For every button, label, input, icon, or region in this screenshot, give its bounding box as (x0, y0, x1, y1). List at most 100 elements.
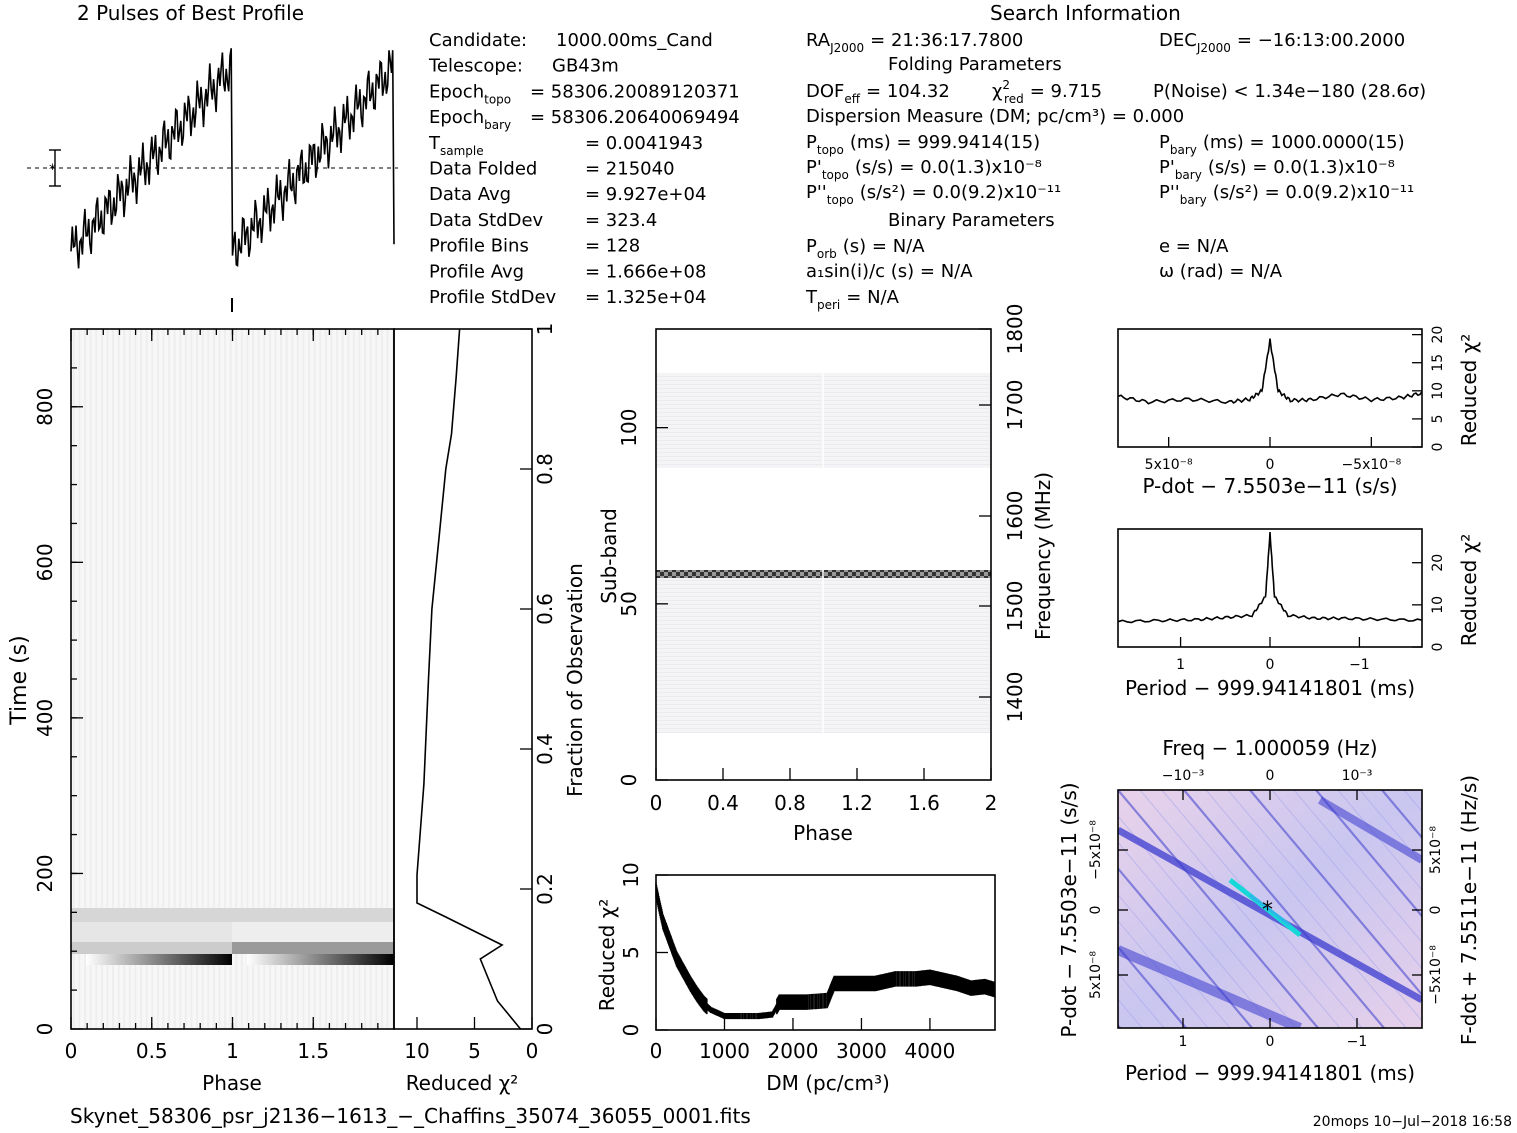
tp-xtick-label: 0 (65, 1039, 78, 1063)
sp-y2tick-label: 1400 (1003, 672, 1027, 723)
map-xlabel: Period − 999.94141801 (ms) (1125, 1061, 1415, 1085)
tp-ytick-label: 800 (33, 388, 57, 426)
map-streak (1249, 790, 1422, 997)
map-streak (1183, 790, 1385, 1028)
subband-phase-plot: 0 0.4 0.8 1.2 1.6 2 0 50 100 1400 1500 1600 1700 1800… (597, 304, 1055, 845)
map-xtick-label: 1 (1179, 1034, 1188, 1050)
sp-ytick-label: 100 (617, 409, 641, 447)
small-ytick-label: 0 (1430, 443, 1446, 452)
small-ytick-label: 10 (1430, 596, 1446, 614)
pnoise-text: P(Noise) < 1.34e−180 (28.6σ) (1153, 81, 1426, 102)
profile-plot: * (27, 48, 398, 312)
best-fit-marker: * (1262, 898, 1273, 923)
sp-xtick-label: 1.2 (841, 791, 873, 815)
map-streak (1118, 945, 1187, 1028)
chi2-period-curve (1117, 531, 1423, 624)
small-xtick-label: −1 (1349, 657, 1370, 673)
info-row-8: Profile Bins = 128 (429, 236, 640, 257)
small-xtick-label: 1 (1176, 657, 1185, 673)
info-row-2: Epochtopo = 58306.20089120371 (429, 81, 740, 106)
small-xtick-label: 0 (1266, 657, 1275, 673)
info-row-9: Profile Avg = 1.666e+08 (429, 261, 706, 282)
map-ytick-label: 5x10⁻⁸ (1088, 951, 1104, 999)
cf-ytick-label: 1 (533, 323, 557, 336)
dm-ytick-label: 10 (619, 862, 643, 887)
chi2-dm-plot: 0 1000 2000 3000 4000 0 5 10 DM (pc/cm³) Reduce… (595, 862, 996, 1095)
map-xtick-label: −1 (1347, 1034, 1368, 1050)
tp-ytick-label: 200 (33, 854, 57, 892)
info-row-1: Telescope: GB43m (428, 56, 619, 77)
small-xtick-label: −5x10⁻⁸ (1341, 457, 1401, 473)
svg-text:*: * (49, 162, 56, 178)
pdot-xlabel: P-dot − 7.5503e−11 (s/s) (1142, 474, 1397, 498)
cf-xtick-label: 0 (526, 1039, 539, 1063)
map-streak (854, 790, 1054, 1028)
svg-text:DOFeff= 104.32: DOFeff = 104.32 (806, 81, 950, 106)
chi2-dm-curve (655, 882, 995, 1020)
dm-xtick-label: 2000 (768, 1039, 819, 1063)
dm-ylabel: Reduced χ² (595, 899, 619, 1012)
small-ytick-label: 15 (1430, 354, 1446, 372)
subband-ylabel: Sub-band (597, 508, 621, 604)
chi2-pdot-plot: 5x10⁻⁸ 0 −5x10⁻⁸ 0 5 10 15 20 P-dot − 7.5503e−1… (1117, 326, 1481, 498)
footer-stamp: 20mops 10−Jul−2018 16:58 (1313, 1114, 1512, 1130)
map-y2tick-label: 5x10⁻⁸ (1428, 826, 1444, 874)
map-streak (1381, 790, 1422, 840)
sp-y2tick-label: 1500 (1003, 581, 1027, 632)
info-row-3: Epochbary = 58306.20640069494 (429, 107, 740, 132)
dm-xlabel: DM (pc/cm³) (766, 1071, 890, 1095)
tp-xtick-label: 1.5 (297, 1039, 329, 1063)
cf-ytick-label: 0.4 (533, 733, 557, 765)
sp-y2tick-label: 1600 (1003, 491, 1027, 542)
svg-text:P''topo(s/s²) = 0.0(9.2)x10⁻¹¹: P''topo (s/s²) = 0.0(9.2)x10⁻¹¹ (806, 182, 1061, 207)
map-ridge (1118, 826, 1422, 1004)
svg-text:P''bary(s/s²) = 0.0(9.2)x10⁻¹¹: P''bary (s/s²) = 0.0(9.2)x10⁻¹¹ (1159, 182, 1414, 207)
map-y2tick-label: −5x10⁻⁸ (1428, 945, 1444, 1005)
map-y2tick-label: 0 (1428, 906, 1444, 915)
sp-ytick-label: 0 (617, 774, 641, 787)
info-row-7: Data StdDev = 323.4 (429, 210, 657, 231)
map-xtick-label: 0 (1266, 1034, 1275, 1050)
map-ridge (1118, 945, 1302, 1028)
map-x2tick-label: 0 (1266, 768, 1275, 784)
svg-text:RAJ2000= 21:36:17.7800: RAJ2000 = 21:36:17.7800 (806, 30, 1023, 55)
subband-y2label: Frequency (MHz) (1031, 472, 1055, 640)
folding-title: Folding Parameters (888, 54, 1062, 75)
tp-ytick-label: 600 (33, 543, 57, 581)
binary-title: Binary Parameters (888, 210, 1055, 231)
time-phase-xlabel: Phase (202, 1071, 262, 1095)
cf-ytick-label: 0.8 (533, 453, 557, 485)
map-streak (1118, 815, 1297, 1028)
map-streak (1293, 790, 1422, 944)
tp-ytick-label: 0 (33, 1023, 57, 1036)
cf-xtick-label: 10 (404, 1039, 429, 1063)
small-xtick-label: 0 (1266, 457, 1275, 473)
sp-xtick-label: 0.8 (774, 791, 806, 815)
dm-xtick-label: 4000 (904, 1039, 955, 1063)
sp-y2tick-label: 1800 (1003, 304, 1027, 355)
profile-title: 2 Pulses of Best Profile (77, 1, 304, 25)
dm-text: Dispersion Measure (DM; pc/cm³) = 0.000 (806, 106, 1184, 127)
sp-xtick-label: 1.6 (908, 791, 940, 815)
info-column-2: RAJ2000 = 21:36:17.7800 DECJ2000 = −16:13:… (805, 30, 1426, 312)
svg-text:Ptopo(ms) = 999.9414(15): Ptopo (ms) = 999.9414(15) (806, 132, 1040, 157)
info-column-1: Candidate: 1000.00ms_Cand Telescope: GB43m E… (428, 30, 740, 308)
small-ytick-label: 5 (1430, 414, 1446, 423)
map-ridge (1317, 796, 1422, 864)
search-title: Search Information (990, 1, 1181, 25)
chi2-pdot-curve (1117, 338, 1423, 405)
tp-xtick-label: 1 (226, 1039, 239, 1063)
sp-xtick-label: 0.4 (707, 791, 739, 815)
chi2-fraction-plot: 10 5 0 0 0.2 0.4 0.6 0.8 1 Reduced χ² Fraction o… (393, 323, 587, 1095)
cf-ytick-label: 0.2 (533, 873, 557, 905)
map-title: Freq − 1.000059 (Hz) (1162, 736, 1377, 760)
map-ytick-label: −5x10⁻⁸ (1088, 820, 1104, 880)
map-streak (1205, 790, 1407, 1028)
tp-ytick-label: 400 (33, 699, 57, 737)
tp-xtick-label: 0.5 (136, 1039, 168, 1063)
info-row-0: Candidate: 1000.00ms_Cand (429, 30, 713, 51)
cf-ytick-label: 0 (533, 1023, 557, 1036)
svg-text:P'bary(s/s) = 0.0(1.3)x10⁻⁸: P'bary (s/s) = 0.0(1.3)x10⁻⁸ (1159, 157, 1395, 182)
